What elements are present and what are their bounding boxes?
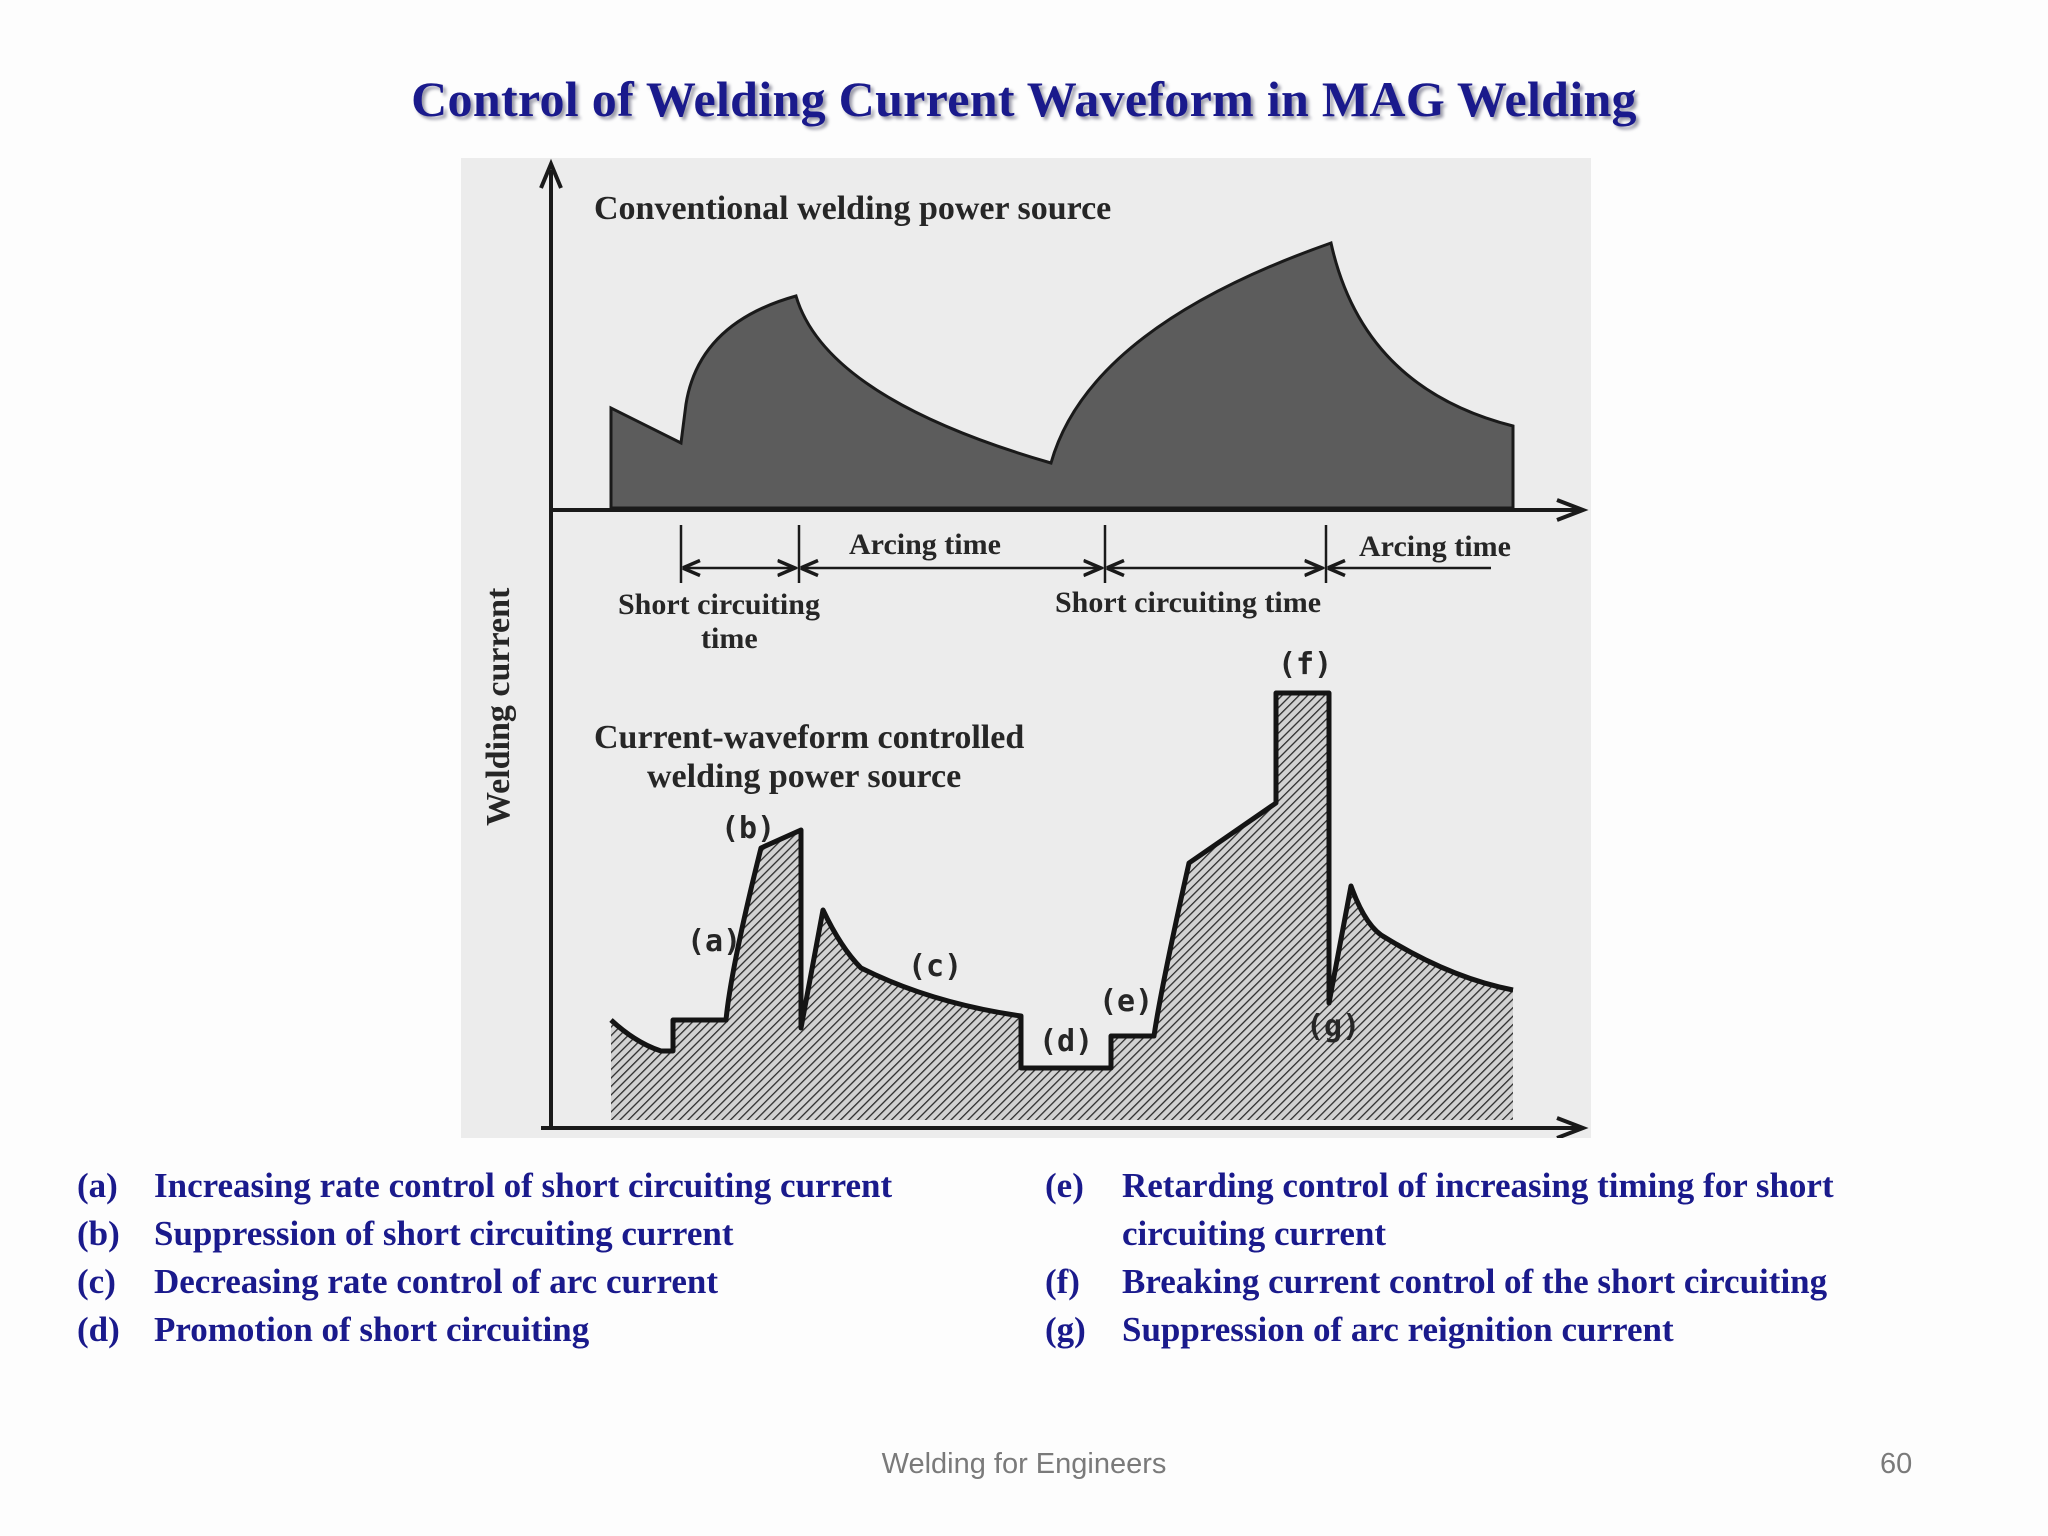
legend-right: (e) Retarding control of increasing timi…	[1045, 1162, 1965, 1354]
y-axis-arrowhead	[539, 158, 563, 189]
label-c: (c)	[908, 949, 962, 984]
label-b: (b)	[721, 811, 775, 846]
slide-title: Control of Welding Current Waveform in M…	[411, 71, 1637, 127]
legend-item-e: (e) Retarding control of increasing timi…	[1045, 1162, 1965, 1258]
y-axis-label: Welding current	[480, 587, 517, 826]
short-circuiting-time-label-1a: Short circuiting	[618, 588, 820, 621]
top-x-axis-arrowhead	[1556, 498, 1589, 522]
legend-text: Retarding control of increasing timing f…	[1122, 1166, 1834, 1253]
top-panel-title: Conventional welding power source	[594, 190, 1111, 227]
timing-markers	[679, 525, 1491, 583]
legend-key: (g)	[1045, 1310, 1086, 1349]
legend-text: Increasing rate control of short circuit…	[154, 1166, 893, 1205]
bottom-x-axis-arrowhead	[1556, 1116, 1589, 1138]
bottom-panel-title-2: welding power source	[647, 758, 961, 795]
arcing-time-label-2: Arcing time	[1359, 530, 1511, 563]
waveform-diagram: Conventional welding power source Arcing…	[480, 158, 1589, 1138]
legend-text: Decreasing rate control of arc current	[154, 1262, 719, 1301]
legend-key: (b)	[77, 1214, 120, 1253]
short-circuiting-time-label-2: Short circuiting time	[1055, 586, 1321, 619]
legend-item-f: (f) Breaking current control of the shor…	[1045, 1258, 1965, 1306]
legend-text: Breaking current control of the short ci…	[1122, 1262, 1828, 1301]
legend-item-b: (b) Suppression of short circuiting curr…	[77, 1210, 1037, 1258]
legend-item-g: (g) Suppression of arc reignition curren…	[1045, 1306, 1965, 1354]
waveform-figure: Conventional welding power source Arcing…	[461, 158, 1591, 1138]
legend-item-c: (c) Decreasing rate control of arc curre…	[77, 1258, 1037, 1306]
legend-key: (d)	[77, 1310, 120, 1349]
controlled-waveform-outline	[609, 690, 1514, 1071]
label-a: (a)	[687, 924, 741, 959]
legend-key: (e)	[1045, 1166, 1084, 1205]
legend-item-a: (a) Increasing rate control of short cir…	[77, 1162, 1037, 1210]
label-f: (f)	[1278, 647, 1332, 682]
label-g: (g)	[1306, 1009, 1360, 1044]
legend-key: (c)	[77, 1262, 116, 1301]
legend-text: Suppression of arc reignition current	[1122, 1310, 1674, 1349]
short-circuiting-time-label-1b: time	[701, 622, 758, 655]
label-d: (d)	[1039, 1024, 1093, 1059]
conventional-waveform	[609, 241, 1515, 510]
axes	[539, 158, 1589, 1138]
bottom-panel-title-1: Current-waveform controlled	[594, 719, 1024, 756]
controlled-waveform	[611, 693, 1513, 1120]
footer-text: Welding for Engineers	[881, 1448, 1167, 1480]
arcing-time-label-1: Arcing time	[849, 528, 1001, 561]
legend-key: (f)	[1045, 1262, 1080, 1301]
legend-key: (a)	[77, 1166, 118, 1205]
legend-text: Suppression of short circuiting current	[154, 1214, 734, 1253]
legend-text: Promotion of short circuiting	[154, 1310, 590, 1349]
label-e: (e)	[1099, 984, 1153, 1019]
legend-left: (a) Increasing rate control of short cir…	[77, 1162, 1037, 1354]
legend-item-d: (d) Promotion of short circuiting	[77, 1306, 1037, 1354]
page-number: 60	[1880, 1448, 1913, 1480]
